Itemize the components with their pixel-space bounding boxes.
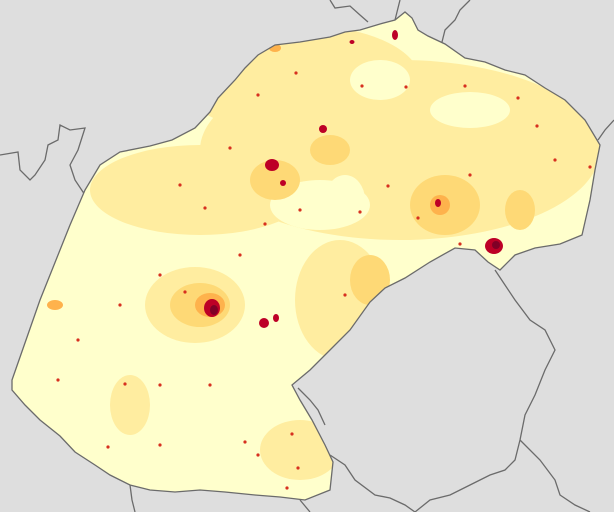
density-area <box>90 145 310 235</box>
town-dot <box>404 85 408 89</box>
town-dot <box>294 71 298 75</box>
light-area <box>325 175 365 225</box>
town-dot <box>158 443 162 447</box>
town-dot <box>516 96 520 100</box>
town-dot <box>56 378 60 382</box>
town-dot <box>243 440 247 444</box>
neighbor-border-northeast <box>439 0 471 51</box>
town-dot <box>296 466 300 470</box>
density-area <box>47 300 63 310</box>
town-dot <box>358 210 362 214</box>
city-blob <box>265 159 279 171</box>
town-dot <box>228 146 232 150</box>
city-blob <box>280 180 286 186</box>
light-area <box>350 60 410 100</box>
town-dot <box>360 84 364 88</box>
city-core <box>492 241 500 249</box>
town-dot <box>386 184 390 188</box>
density-area <box>250 160 300 200</box>
town-dot <box>416 216 420 220</box>
city-cores <box>210 241 500 315</box>
town-dot <box>123 382 127 386</box>
town-dot <box>183 290 187 294</box>
town-dot <box>553 158 557 162</box>
town-dot <box>535 124 539 128</box>
town-dot <box>343 293 347 297</box>
town-dot <box>178 183 182 187</box>
town-dot <box>256 93 260 97</box>
town-dot <box>106 445 110 449</box>
density-area <box>505 190 535 230</box>
light-area <box>430 92 510 128</box>
city-blob <box>259 318 269 328</box>
town-dot <box>588 165 592 169</box>
density-area <box>110 375 150 435</box>
town-dot <box>238 253 242 257</box>
city-blob <box>273 314 279 322</box>
town-dot <box>256 453 260 457</box>
town-dot <box>298 208 302 212</box>
town-dot <box>203 206 207 210</box>
neighbor-border-south-east <box>414 269 556 512</box>
city-core <box>210 305 218 315</box>
town-dot <box>468 173 472 177</box>
neighbor-border-north <box>329 0 401 23</box>
town-dot <box>458 242 462 246</box>
town-dot <box>463 84 467 88</box>
town-dot <box>118 303 122 307</box>
town-dot <box>133 488 137 492</box>
city-blob <box>435 199 441 207</box>
neighbor-border-west <box>0 124 86 196</box>
town-dot <box>158 383 162 387</box>
town-dot <box>290 432 294 436</box>
town-dot <box>285 486 289 490</box>
neighbor-border-south <box>297 387 591 512</box>
town-dot <box>76 338 80 342</box>
towns <box>56 71 592 492</box>
town-dot <box>263 222 267 226</box>
region-border <box>11 11 601 501</box>
neighbor-border-east <box>597 119 614 141</box>
town-dot <box>378 340 382 344</box>
density-area <box>350 255 390 305</box>
city-blob <box>349 40 355 44</box>
neighbor-border-southwest <box>129 484 311 512</box>
town-dot <box>158 273 162 277</box>
town-dot <box>208 383 212 387</box>
city-blob <box>392 30 398 40</box>
density-area <box>310 135 350 165</box>
city-blob <box>319 125 327 133</box>
density-areas-low-lightpatches <box>270 60 510 230</box>
